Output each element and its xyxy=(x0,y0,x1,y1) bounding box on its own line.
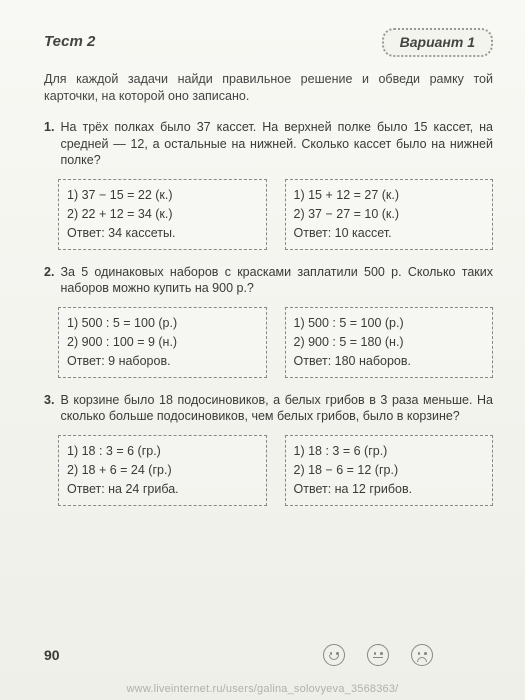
neutral-face-icon[interactable] xyxy=(367,644,389,666)
happy-face-icon[interactable] xyxy=(323,644,345,666)
answer-card[interactable]: 1) 500 : 5 = 100 (р.) 2) 900 : 100 = 9 (… xyxy=(58,307,267,377)
card-line: 1) 37 − 15 = 22 (к.) xyxy=(67,186,258,205)
problem-text: 1. На трёх полках было 37 кассет. На вер… xyxy=(44,119,493,170)
watermark-text: www.liveinternet.ru/users/galina_solovye… xyxy=(0,682,525,697)
cards-row: 1) 500 : 5 = 100 (р.) 2) 900 : 100 = 9 (… xyxy=(44,307,493,377)
card-line: 1) 18 : 3 = 6 (гр.) xyxy=(67,442,258,461)
card-line: 2) 900 : 5 = 180 (н.) xyxy=(294,333,485,352)
card-line: 1) 15 + 12 = 27 (к.) xyxy=(294,186,485,205)
problem-number: 1. xyxy=(44,119,54,170)
card-line: 2) 18 − 6 = 12 (гр.) xyxy=(294,461,485,480)
answer-card[interactable]: 1) 500 : 5 = 100 (р.) 2) 900 : 5 = 180 (… xyxy=(285,307,494,377)
card-line: Ответ: 34 кассеты. xyxy=(67,224,258,243)
answer-card[interactable]: 1) 15 + 12 = 27 (к.) 2) 37 − 27 = 10 (к.… xyxy=(285,179,494,249)
card-line: 1) 500 : 5 = 100 (р.) xyxy=(294,314,485,333)
problem-1: 1. На трёх полках было 37 кассет. На вер… xyxy=(44,119,493,250)
page: Тест 2 Вариант 1 Для каждой задачи найди… xyxy=(0,0,525,700)
answer-card[interactable]: 1) 37 − 15 = 22 (к.) 2) 22 + 12 = 34 (к.… xyxy=(58,179,267,249)
problem-text: 2. За 5 одинаковых наборов с красками за… xyxy=(44,264,493,298)
card-line: Ответ: 10 кассет. xyxy=(294,224,485,243)
sad-face-icon[interactable] xyxy=(411,644,433,666)
cards-row: 1) 37 − 15 = 22 (к.) 2) 22 + 12 = 34 (к.… xyxy=(44,179,493,249)
card-line: 1) 18 : 3 = 6 (гр.) xyxy=(294,442,485,461)
problem-body: За 5 одинаковых наборов с красками запла… xyxy=(60,264,493,298)
answer-card[interactable]: 1) 18 : 3 = 6 (гр.) 2) 18 − 6 = 12 (гр.)… xyxy=(285,435,494,505)
card-line: 2) 37 − 27 = 10 (к.) xyxy=(294,205,485,224)
problem-number: 2. xyxy=(44,264,54,298)
card-line: 2) 18 + 6 = 24 (гр.) xyxy=(67,461,258,480)
variant-label: Вариант 1 xyxy=(382,28,493,57)
problem-text: 3. В корзине было 18 подосиновиков, а бе… xyxy=(44,392,493,426)
answer-card[interactable]: 1) 18 : 3 = 6 (гр.) 2) 18 + 6 = 24 (гр.)… xyxy=(58,435,267,505)
problem-3: 3. В корзине было 18 подосиновиков, а бе… xyxy=(44,392,493,506)
card-line: 2) 900 : 100 = 9 (н.) xyxy=(67,333,258,352)
problem-body: В корзине было 18 подосиновиков, а белых… xyxy=(60,392,493,426)
rating-faces xyxy=(323,644,433,666)
test-title: Тест 2 xyxy=(44,32,95,52)
card-line: Ответ: 180 наборов. xyxy=(294,352,485,371)
card-line: Ответ: 9 наборов. xyxy=(67,352,258,371)
page-number: 90 xyxy=(44,646,60,665)
card-line: Ответ: на 12 грибов. xyxy=(294,480,485,499)
card-line: 1) 500 : 5 = 100 (р.) xyxy=(67,314,258,333)
page-header: Тест 2 Вариант 1 xyxy=(44,28,493,57)
problem-body: На трёх полках было 37 кассет. На верхне… xyxy=(60,119,493,170)
problem-2: 2. За 5 одинаковых наборов с красками за… xyxy=(44,264,493,378)
card-line: Ответ: на 24 гриба. xyxy=(67,480,258,499)
problem-number: 3. xyxy=(44,392,54,426)
page-footer: 90 xyxy=(44,644,493,666)
cards-row: 1) 18 : 3 = 6 (гр.) 2) 18 + 6 = 24 (гр.)… xyxy=(44,435,493,505)
card-line: 2) 22 + 12 = 34 (к.) xyxy=(67,205,258,224)
instruction-text: Для каждой задачи найди правильное решен… xyxy=(44,71,493,105)
